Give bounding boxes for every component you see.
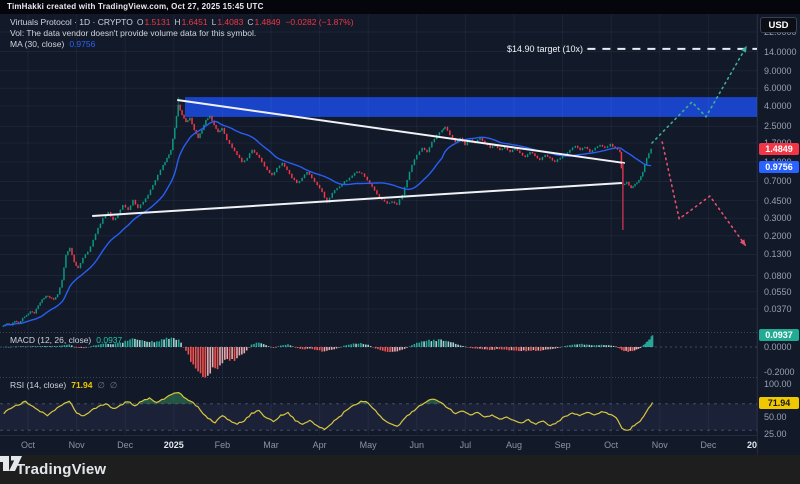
price-axis-label: 0.0550	[764, 286, 792, 297]
price-axis-label: 0.7000	[764, 176, 792, 187]
time-axis-label: Dec	[117, 440, 134, 450]
time-axis-label: Oct	[20, 440, 35, 450]
attribution-text: TimHakki created with TradingView.com, O…	[7, 2, 264, 11]
price-change: −0.0282 (−1.87%)	[285, 17, 354, 27]
time-axis-label: Nov	[651, 440, 668, 450]
rsi-pane-label: RSI (14, close) 71.94 ∅ ∅	[10, 380, 117, 391]
price-axis-label: 6.0000	[764, 83, 792, 94]
tradingview-wordmark: TradingView	[16, 461, 107, 478]
time-axis-label: Jun	[409, 440, 425, 450]
ohlc-value: 1.4083	[217, 17, 244, 27]
time-axis-label: May	[359, 440, 377, 450]
symbol-legend: Virtuals Protocol · 1D · CRYPTO O1.5131 H1…	[10, 17, 354, 50]
time-axis-label: Feb	[214, 440, 231, 450]
price-axis-label: 4.0000	[764, 100, 792, 111]
macd-axis-label: -0.2000	[764, 367, 795, 377]
attribution-bar: TimHakki created with TradingView.com, O…	[0, 0, 800, 14]
price-axis-label: 0.4500	[764, 195, 792, 206]
macd-label: MACD (12, 26, close)	[10, 335, 92, 345]
price-axis-label: 0.3000	[764, 213, 792, 224]
macd-value: 0.0937	[96, 335, 123, 345]
time-axis-label: Apr	[312, 440, 327, 450]
time-axis[interactable]: Oct Nov Dec 2025 Feb Mar Apr May Jun Jul Aug Sep Oct…	[0, 435, 757, 456]
macd-value-badge: 0.0937	[759, 329, 799, 342]
ma-legend-row: MA (30, close) 0.9756	[10, 39, 354, 50]
rsi-axis-label: 50.00	[764, 412, 787, 422]
macd-axis-label: 0.0000	[764, 342, 792, 352]
price-axis-label: 9.0000	[764, 65, 792, 76]
ma-value: 0.9756	[69, 39, 96, 49]
rsi-value-badge: 71.94	[759, 396, 799, 409]
time-axis-label: Mar	[263, 440, 279, 450]
symbol-title-row: Virtuals Protocol · 1D · CRYPTO O1.5131 H1…	[10, 17, 354, 28]
time-axis-label: Jul	[459, 440, 472, 450]
price-axis-label: 0.0800	[764, 270, 792, 281]
macd-pane-label: MACD (12, 26, close) 0.0937	[10, 335, 122, 345]
ohlc-letter: H	[174, 17, 181, 27]
time-axis-label: 2026	[746, 440, 757, 450]
time-axis-label: Oct	[604, 440, 619, 450]
price-chart-canvas[interactable]	[0, 14, 757, 455]
symbol-title: Virtuals Protocol · 1D · CRYPTO	[10, 17, 133, 27]
price-axis-label: 0.2000	[764, 230, 792, 241]
rsi-axis-label: 25.00	[764, 428, 787, 439]
time-axis-label: Sep	[554, 440, 571, 450]
rsi-axis-label: 100.00	[764, 379, 792, 389]
ohlc-value: 1.6451	[181, 17, 208, 27]
currency-toggle-button[interactable]: USD	[760, 17, 797, 33]
price-axis-label: 2.5000	[764, 121, 792, 132]
ma-label: MA (30, close)	[10, 39, 65, 49]
ohlc-letter: L	[211, 17, 217, 27]
price-axis-label: 14.0000	[764, 46, 797, 57]
rsi-empty-slot-2: ∅	[109, 380, 118, 390]
rsi-value: 71.94	[71, 380, 93, 390]
target-annotation-label: $14.90 target (10x)	[506, 44, 583, 54]
footer-bar: TradingView	[0, 455, 800, 484]
ohlc-value: 1.4849	[254, 17, 281, 27]
price-axis[interactable]: 22.000014.00009.00006.00004.00002.50001.…	[757, 14, 800, 455]
time-axis-label: 2025	[163, 440, 184, 450]
volume-note: Vol: The data vendor doesn't provide vol…	[10, 28, 257, 38]
chart-area[interactable]: Virtuals Protocol · 1D · CRYPTO O1.5131 H1…	[0, 14, 800, 456]
price-axis-label: 0.0370	[764, 303, 792, 314]
price-axis-label: 0.1300	[764, 249, 792, 260]
rsi-empty-slot-1: ∅	[97, 380, 105, 390]
ohlc-value: 1.5131	[144, 17, 171, 27]
rsi-label: RSI (14, close)	[10, 380, 67, 390]
ma-value-badge: 0.9756	[759, 161, 799, 174]
tradingview-logo-icon	[0, 456, 22, 471]
time-axis-label: Dec	[700, 440, 717, 450]
current-price-badge: 1.4849	[759, 142, 799, 155]
ohlc-values: O1.5131 H1.6451 L1.4083 C1.4849	[133, 17, 281, 27]
time-axis-label: Aug	[505, 440, 522, 450]
ohlc-letter: C	[247, 17, 254, 27]
volume-note-row: Vol: The data vendor doesn't provide vol…	[10, 28, 354, 39]
time-axis-label: Nov	[68, 440, 85, 450]
ohlc-letter: O	[136, 17, 144, 27]
tradingview-logo[interactable]: TradingView	[0, 456, 107, 478]
